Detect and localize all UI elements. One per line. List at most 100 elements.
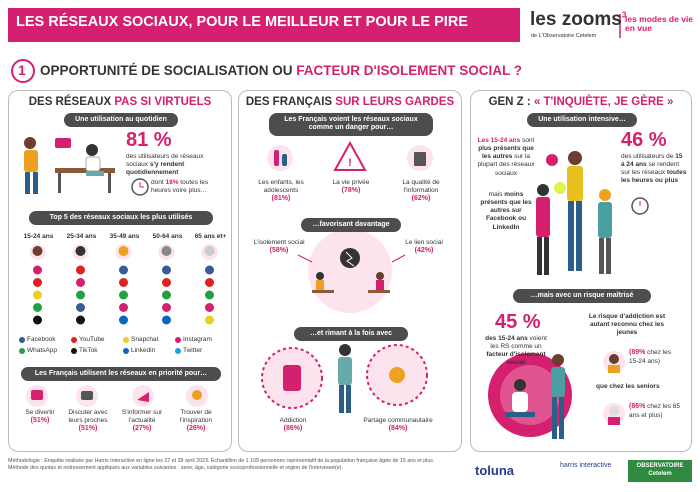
text-bold: plus présents que les autres — [478, 145, 534, 161]
legend-swatch — [19, 348, 25, 354]
text: sont — [520, 137, 535, 144]
text-bold: 18% — [165, 179, 179, 186]
network-icon — [205, 303, 214, 312]
network-icon — [33, 265, 42, 275]
text: OBSERVATOIRE — [636, 463, 684, 469]
network-icon — [76, 290, 85, 300]
text: des utilisateurs de réseaux sociaux — [126, 153, 204, 169]
avatar-face — [204, 246, 215, 256]
gen-z-text: mais moins présents que les autres sur F… — [475, 191, 537, 232]
panel-title: DES FRANÇAIS SUR LEURS GARDES — [239, 96, 461, 108]
pill: Une utilisation au quotidien — [64, 113, 178, 128]
seniors: que chez les seniors — [596, 383, 660, 390]
methodology: Méthodologie : Enquête réalisée par Harr… — [8, 458, 435, 472]
section-number: 1 — [18, 62, 26, 78]
stat-text: des utilisateurs de réseaux sociaux s'y … — [126, 153, 226, 177]
network-icon — [76, 265, 85, 275]
legend-label: Twitter — [183, 347, 203, 354]
text: des utilisateurs de — [621, 153, 676, 160]
legend-swatch — [123, 348, 129, 354]
network-icon — [119, 278, 128, 287]
text-bold: moins présents que les autres sur Facebo… — [480, 191, 532, 231]
legend-swatch — [175, 337, 181, 343]
stat: 45 % — [495, 311, 541, 333]
text: dont — [151, 179, 166, 186]
label: S'informer sur l'actualité — [121, 409, 163, 425]
text: toutes les heures voire plus… — [151, 179, 209, 195]
brand-sub: de L'Observatoire Cetelem — [531, 33, 597, 39]
network-icon — [33, 290, 42, 300]
section-title-a: OPPORTUNITÉ DE SOCIALISATION OU — [40, 63, 297, 78]
legend-label: Facebook — [27, 336, 56, 343]
pct: (26%) — [186, 425, 206, 433]
legend-label: Linkedin — [131, 347, 156, 354]
avatar-face — [75, 246, 86, 256]
young: (89% chez les 15-24 ans) — [629, 349, 681, 366]
network-icon — [162, 303, 171, 312]
network-icon — [205, 315, 214, 325]
age-label: 35-49 ans — [109, 233, 140, 240]
brand: les zooms3 — [530, 9, 626, 31]
legend-swatch — [19, 337, 25, 343]
label: L'isolement social — [253, 239, 305, 246]
panel-3: GEN Z : « T'INQUIÈTE, JE GÈRE » Une util… — [470, 90, 692, 452]
tagline: les modes de vie en vue — [625, 14, 694, 34]
rhyme-item: Addiction (86%) — [263, 417, 323, 434]
text: Cetelem — [648, 470, 672, 477]
label: Discuter avec leurs proches — [68, 409, 108, 425]
network-icon — [119, 265, 128, 275]
pct: (86% — [629, 403, 646, 410]
legend-swatch — [175, 348, 181, 354]
network-icon — [205, 265, 214, 275]
pct: (51%) — [30, 417, 50, 425]
avatar-face — [118, 246, 129, 256]
text: chez les 15-24 ans) — [629, 349, 672, 365]
logo-harris: harris interactive — [560, 462, 612, 469]
legend-label: Instagram — [183, 336, 212, 343]
network-icon — [162, 278, 171, 287]
age-label: 15-24 ans — [23, 233, 54, 240]
brand-name: les zooms — [530, 9, 622, 30]
section-title: OPPORTUNITÉ DE SOCIALISATION OU FACTEUR … — [40, 63, 522, 78]
danger-item: Les enfants, les adolescents (81%) — [251, 179, 311, 204]
title-a: DES FRANÇAIS — [245, 96, 336, 108]
network-icon — [33, 315, 42, 325]
avatar-face — [161, 246, 172, 256]
text: sur la plupart des réseaux sociaux — [477, 153, 535, 177]
label: Partage communautaire — [363, 417, 433, 424]
pill: …mais avec un risque maîtrisé — [513, 289, 651, 304]
pct: (89% — [629, 349, 646, 356]
page-title: LES RÉSEAUX SOCIAUX, POUR LE MEILLEUR ET… — [16, 14, 468, 30]
svg-text:!: ! — [348, 157, 352, 169]
danger-item: La qualité de l'information (62%) — [391, 179, 451, 204]
label: Trouver de l'inspiration — [179, 409, 213, 425]
panel-1: DES RÉSEAUX PAS SI VIRTUELS Une utilisat… — [8, 90, 232, 452]
network-icon — [119, 290, 128, 300]
stat-text: des utilisateurs de 15 à 24 ans se rende… — [621, 153, 687, 186]
text: mais — [488, 191, 505, 198]
text-bold: s'y rendent quotidiennement — [126, 161, 185, 177]
panel-title: DES RÉSEAUX PAS SI VIRTUELS — [9, 96, 231, 108]
network-icon — [119, 315, 128, 325]
legend-swatch — [123, 337, 129, 343]
label: Addiction — [279, 417, 307, 424]
panel-title: GEN Z : « T'INQUIÈTE, JE GÈRE » — [471, 96, 691, 108]
section-title-b: FACTEUR D'ISOLEMENT SOCIAL ? — [296, 63, 522, 78]
network-icon — [162, 290, 171, 300]
old: (86% chez les 65 ans et plus) — [629, 403, 681, 420]
network-icon — [33, 278, 42, 287]
sub-stat: dont 18% toutes les heures voire plus… — [151, 179, 226, 195]
stat: 81 % — [126, 129, 172, 151]
brand-number: 3 — [621, 10, 627, 20]
network-icon — [33, 303, 42, 312]
stat: 46 % — [621, 129, 667, 151]
pill: …favorisant davantage — [301, 218, 401, 233]
use-item: Discuter avec leurs proches (51%) — [61, 409, 115, 434]
pct: (81%) — [271, 195, 291, 203]
network-icon — [119, 303, 128, 312]
network-icon — [162, 315, 171, 325]
pct: (62%) — [411, 195, 431, 203]
favor-item: L'isolement social (58%) — [249, 239, 309, 256]
text-bold: 15 à 24 ans — [621, 153, 683, 169]
